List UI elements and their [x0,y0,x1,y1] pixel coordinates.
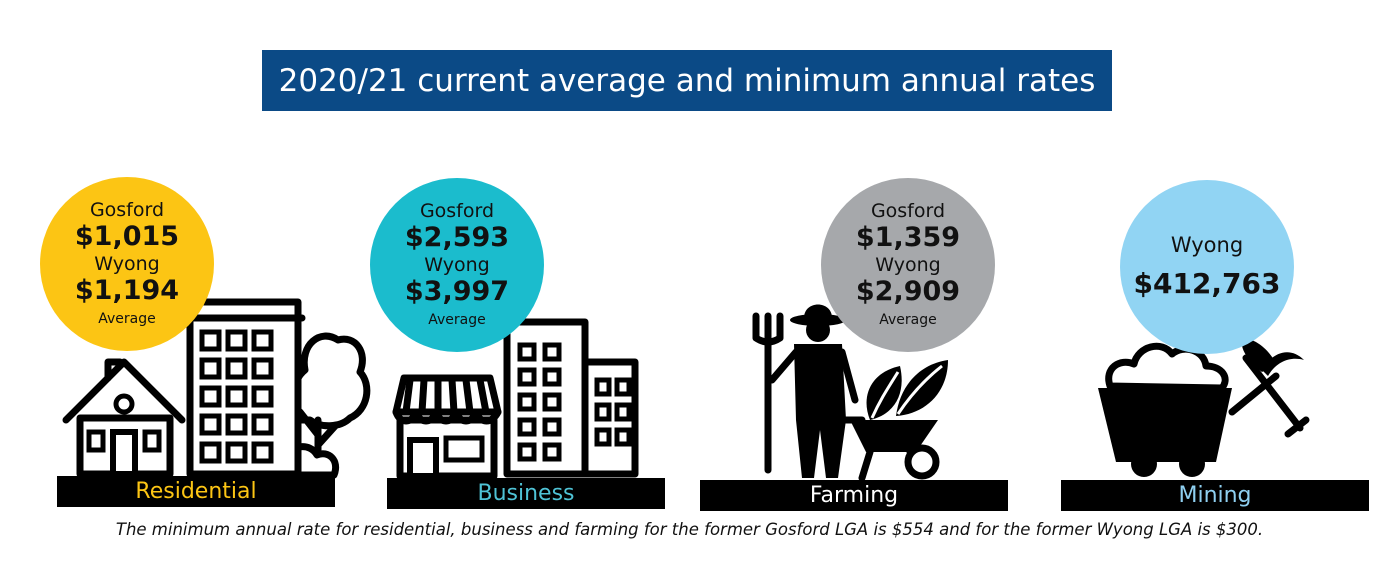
gosford-value: $1,015 [74,221,180,252]
average-note: Average [98,311,156,327]
wyong-value: $2,909 [855,276,961,307]
average-note: Average [428,312,486,328]
average-note: Average [879,312,937,328]
wyong-value: $3,997 [404,276,510,307]
apartment-building-icon [182,298,306,478]
residential-rates-circle: Gosford $1,015 Wyong $1,194 Average [40,177,214,351]
gosford-value: $2,593 [404,222,510,253]
shop-icon [392,374,502,480]
page-title: 2020/21 current average and minimum annu… [262,50,1112,111]
gosford-value: $1,359 [855,222,961,253]
office-building-icon [503,318,639,478]
business-rates-circle: Gosford $2,593 Wyong $3,997 Average [370,178,544,352]
wyong-value: $1,194 [74,275,180,306]
residential-label: Residential [57,476,335,507]
mining-label: Mining [1061,480,1369,511]
wyong-label: Wyong [1170,233,1244,257]
wyong-value: $412,763 [1133,267,1281,300]
house-icon [62,358,186,478]
gosford-label: Gosford [870,200,946,222]
leaf-plant-icon [866,360,948,420]
footnote: The minimum annual rate for residential,… [115,520,1264,539]
farming-rates-circle: Gosford $1,359 Wyong $2,909 Average [821,178,995,352]
wyong-label: Wyong [94,253,160,275]
farmer-icon [752,304,859,478]
mining-rates-circle: Wyong $412,763 [1120,180,1294,354]
farming-label: Farming [700,480,1008,511]
mine-cart-icon [1098,342,1232,477]
wyong-label: Wyong [875,254,941,276]
business-label: Business [387,478,665,509]
wyong-label: Wyong [424,254,490,276]
wheelbarrow-icon [838,416,940,482]
gosford-label: Gosford [419,200,495,222]
shovel-pickaxe-icon [1228,339,1310,438]
gosford-label: Gosford [89,199,165,221]
